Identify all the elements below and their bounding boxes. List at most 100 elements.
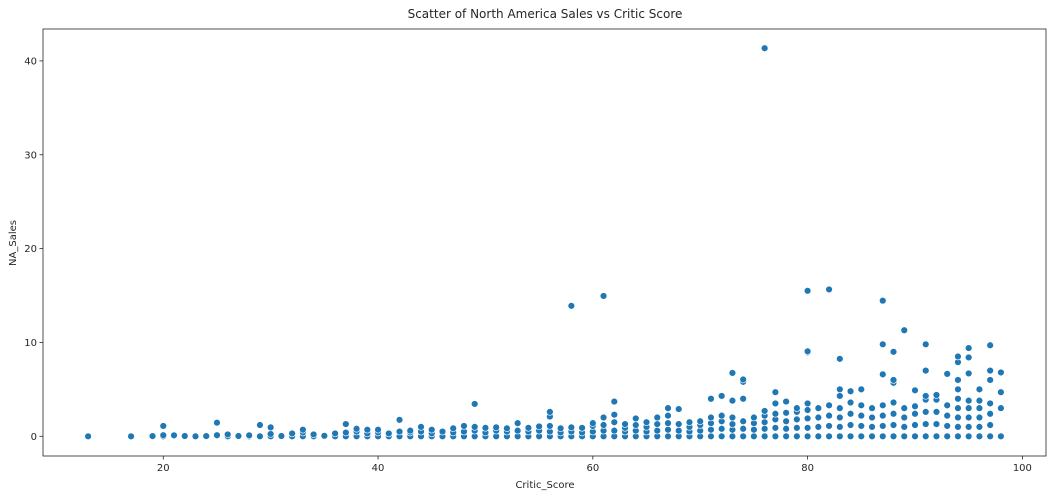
scatter-point (717, 425, 726, 433)
scatter-point (524, 424, 533, 432)
scatter-point (857, 385, 865, 394)
scatter-point (653, 420, 661, 428)
scatter-point (814, 432, 823, 440)
scatter-point (986, 341, 994, 349)
scatter-point (331, 429, 339, 438)
scatter-point (825, 411, 833, 420)
scatter-point (868, 423, 876, 431)
scatter-point (846, 398, 855, 407)
scatter-point (546, 422, 554, 430)
scatter-point (846, 387, 855, 395)
scatter-point (406, 426, 414, 435)
scatter-point (202, 432, 210, 440)
y-tick-label: 10 (24, 338, 37, 349)
scatter-point (836, 404, 844, 412)
scatter-point (760, 432, 769, 440)
scatter-point (814, 404, 823, 412)
scatter-point (266, 430, 275, 438)
scatter-point (610, 418, 619, 426)
chart-title: Scatter of North America Sales vs Critic… (408, 7, 683, 21)
scatter-point (803, 424, 812, 432)
scatter-point (664, 419, 672, 427)
scatter-point (127, 432, 135, 440)
scatter-point (964, 432, 973, 440)
scatter-point (964, 369, 973, 378)
scatter-point (879, 422, 887, 430)
scatter-points (84, 44, 1005, 440)
scatter-point (610, 411, 619, 419)
scatter-point (793, 404, 801, 412)
scatter-point (943, 401, 951, 410)
scatter-point (717, 432, 726, 440)
y-tick-label: 40 (24, 56, 37, 67)
scatter-point (181, 432, 189, 440)
scatter-point (825, 401, 833, 410)
scatter-point (256, 421, 264, 429)
scatter-point (836, 385, 844, 394)
x-axis-label: Critic_Score (515, 480, 574, 491)
scatter-point (653, 426, 661, 435)
scatter-point (836, 355, 844, 363)
scatter-point (803, 399, 812, 408)
scatter-point (717, 392, 726, 400)
scatter-point (954, 376, 962, 384)
scatter-point (771, 432, 780, 440)
scatter-point (599, 292, 608, 300)
y-axis-label: NA_Sales (8, 220, 19, 266)
scatter-point (492, 423, 500, 432)
scatter-point (846, 410, 855, 418)
scatter-point (793, 424, 801, 432)
scatter-point (320, 432, 329, 440)
scatter-point (836, 413, 844, 422)
scatter-point (879, 370, 887, 379)
scatter-point (922, 420, 930, 428)
scatter-point (760, 44, 769, 52)
y-tick-label: 30 (24, 150, 37, 161)
scatter-point (857, 401, 865, 410)
scatter-point (675, 426, 683, 435)
x-tick-label: 40 (372, 463, 385, 474)
scatter-point (159, 431, 167, 439)
scatter-point (889, 376, 898, 384)
scatter-point (707, 395, 715, 403)
scatter-point (513, 419, 522, 427)
scatter-point (771, 388, 780, 396)
scatter-point (932, 420, 941, 428)
scatter-point (922, 392, 930, 400)
scatter-point (771, 399, 780, 408)
scatter-point (825, 285, 833, 294)
scatter-point (213, 418, 221, 427)
scatter-point (481, 424, 490, 432)
scatter-point (911, 386, 919, 395)
scatter-point (846, 432, 855, 440)
plot-frame (42, 28, 1047, 457)
x-tick-label: 60 (586, 463, 599, 474)
x-tick-label: 100 (1013, 463, 1032, 474)
scatter-point (707, 432, 715, 440)
scatter-point (395, 427, 404, 436)
scatter-point (159, 422, 167, 430)
scatter-point (675, 405, 683, 413)
scatter-point (728, 413, 737, 422)
scatter-point (803, 347, 812, 356)
scatter-point (997, 404, 1005, 412)
scatter-point (900, 404, 908, 412)
scatter-point (728, 420, 737, 428)
scatter-point (170, 431, 178, 440)
scatter-point (610, 426, 619, 435)
scatter-point (814, 413, 823, 422)
scatter-point (299, 426, 307, 434)
scatter-point (428, 426, 436, 434)
scatter-point (943, 370, 951, 378)
x-tick-label: 80 (801, 463, 814, 474)
scatter-point (546, 408, 554, 416)
scatter-point (922, 340, 930, 349)
x-axis: 20 40 60 80 100 (157, 456, 1032, 474)
scatter-point (825, 422, 833, 430)
scatter-point (739, 395, 747, 403)
scatter-point (363, 426, 372, 434)
scatter-point (964, 404, 973, 412)
scatter-point (342, 420, 350, 428)
scatter-point (879, 340, 887, 349)
scatter-point (889, 398, 898, 407)
